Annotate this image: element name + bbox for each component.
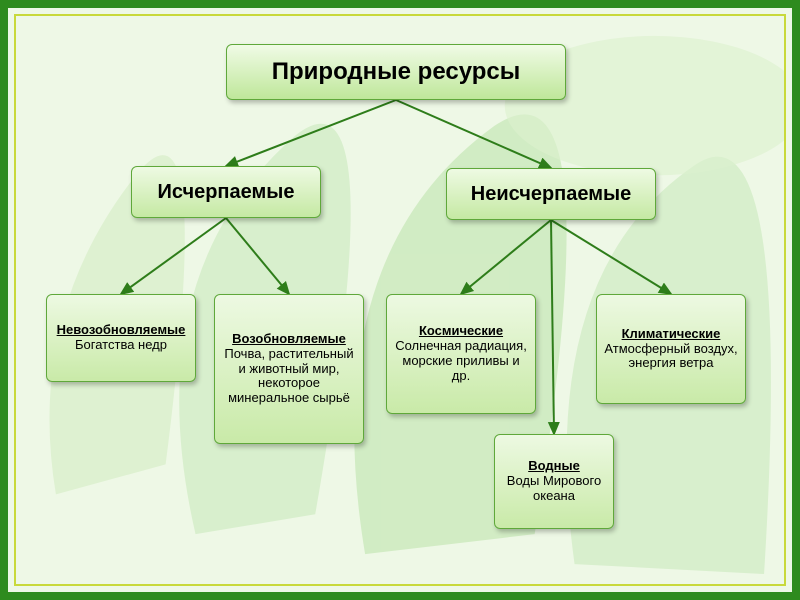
node-renewable-title: Возобновляемые bbox=[232, 332, 346, 347]
outer-frame: Природные ресурсы Исчерпаемые Неисчерпае… bbox=[0, 0, 800, 600]
node-renewable-body: Почва, растительный и животный мир, неко… bbox=[221, 347, 357, 407]
node-water-title: Водные bbox=[528, 459, 580, 474]
node-nonrenewable-title: Невозобновляемые bbox=[57, 323, 186, 338]
node-inexhaustible: Неисчерпаемые bbox=[446, 168, 656, 220]
node-nonrenewable: Невозобновляемые Богатства недр bbox=[46, 294, 196, 382]
node-nonrenewable-body: Богатства недр bbox=[75, 338, 167, 353]
diagram-canvas: Природные ресурсы Исчерпаемые Неисчерпае… bbox=[16, 16, 784, 584]
node-cosmic-title: Космические bbox=[419, 324, 503, 339]
node-root: Природные ресурсы bbox=[226, 44, 566, 100]
node-renewable: Возобновляемые Почва, растительный и жив… bbox=[214, 294, 364, 444]
node-cosmic-body: Солнечная радиация, морские приливы и др… bbox=[393, 339, 529, 384]
node-exhaustible-label: Исчерпаемые bbox=[158, 181, 295, 204]
node-water-body: Воды Мирового океана bbox=[501, 474, 607, 504]
node-inexhaustible-label: Неисчерпаемые bbox=[471, 183, 631, 206]
node-climatic-title: Климатические bbox=[622, 327, 721, 342]
node-exhaustible: Исчерпаемые bbox=[131, 166, 321, 218]
node-root-label: Природные ресурсы bbox=[272, 58, 520, 86]
node-climatic-body: Атмосферный воздух, энергия ветра bbox=[603, 342, 739, 372]
node-water: Водные Воды Мирового океана bbox=[494, 434, 614, 529]
inner-frame: Природные ресурсы Исчерпаемые Неисчерпае… bbox=[14, 14, 786, 586]
node-climatic: Климатические Атмосферный воздух, энерги… bbox=[596, 294, 746, 404]
node-cosmic: Космические Солнечная радиация, морские … bbox=[386, 294, 536, 414]
